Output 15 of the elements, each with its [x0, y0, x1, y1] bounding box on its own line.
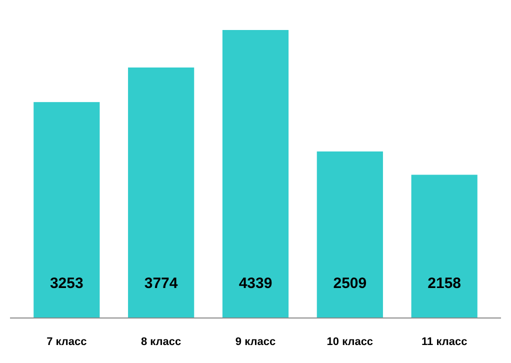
data-label: 4339: [238, 275, 272, 292]
bar: [34, 102, 100, 318]
data-label: 2158: [428, 275, 462, 292]
bar: [316, 151, 383, 318]
bar: [222, 30, 289, 318]
x-tick-label: 8 класс: [141, 336, 182, 348]
bar: [411, 174, 478, 318]
data-label: 3253: [50, 275, 84, 292]
x-tick-label: 11 класс: [422, 336, 468, 348]
x-tick-label: 10 класс: [326, 336, 374, 348]
x-tick-label: 7 класс: [46, 336, 87, 348]
data-label: 2509: [333, 275, 367, 292]
bar: [128, 68, 194, 318]
data-label: 3774: [144, 275, 178, 292]
x-tick-label: 9 класс: [235, 336, 276, 348]
